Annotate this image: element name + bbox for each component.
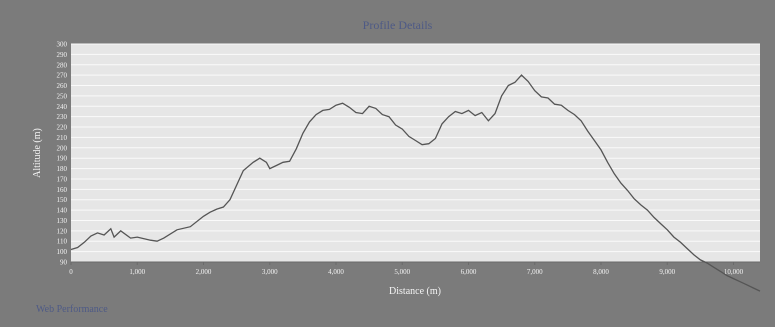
y-tick-label: 250 (57, 92, 68, 100)
y-tick-label: 100 (57, 248, 68, 256)
x-tick-label: 5,000 (394, 268, 410, 276)
y-tick-label: 120 (57, 227, 68, 235)
y-tick-label: 170 (57, 175, 68, 183)
y-tick-label: 200 (57, 144, 68, 152)
x-tick-label: 1,000 (129, 268, 145, 276)
y-tick-label: 270 (57, 72, 68, 80)
y-tick-label: 210 (57, 134, 68, 142)
y-tick-label: 300 (57, 41, 68, 49)
y-tick-label: 150 (57, 196, 68, 204)
x-tick-label: 7,000 (527, 268, 543, 276)
y-tick-label: 130 (57, 217, 68, 225)
x-tick-label: 4,000 (328, 268, 344, 276)
plot-area (71, 44, 760, 262)
y-tick-label: 260 (57, 82, 68, 90)
series-line-altitude (70, 74, 761, 292)
grid-lines (71, 43, 760, 263)
y-tick-label: 280 (57, 61, 68, 69)
chart-title: Profile Details (362, 18, 433, 32)
y-tick-label: 230 (57, 113, 68, 121)
y-tick-label: 110 (57, 238, 68, 246)
x-tick-label: 6,000 (461, 268, 477, 276)
x-tick-label: 9,000 (659, 268, 675, 276)
y-tick-label: 180 (57, 165, 68, 173)
x-tick-label: 10,000 (724, 268, 744, 276)
x-tick-label: 3,000 (262, 268, 278, 276)
x-tick-label: 2,000 (196, 268, 212, 276)
y-tick-label: 140 (57, 207, 68, 215)
y-tick-label: 90 (60, 259, 68, 267)
y-tick-label: 220 (57, 124, 68, 132)
x-axis-ticks: 0 1,000 2,000 3,000 4,000 5,000 6,000 7,000 8,00… (69, 262, 744, 276)
footer-link[interactable]: Web Performance (36, 304, 108, 315)
x-axis-title: Distance (m) (389, 286, 441, 297)
x-tick-label: 8,000 (593, 268, 609, 276)
y-tick-label: 190 (57, 155, 68, 163)
y-tick-label: 290 (57, 51, 68, 59)
y-tick-label: 160 (57, 186, 68, 194)
y-axis-title: Altitude (m) (32, 128, 43, 178)
x-tick-label: 0 (69, 268, 73, 276)
y-tick-label: 240 (57, 103, 68, 111)
y-axis-ticks: 90 100 110 120 130 140 150 160 170 180 190 200 210 22… (57, 41, 68, 267)
